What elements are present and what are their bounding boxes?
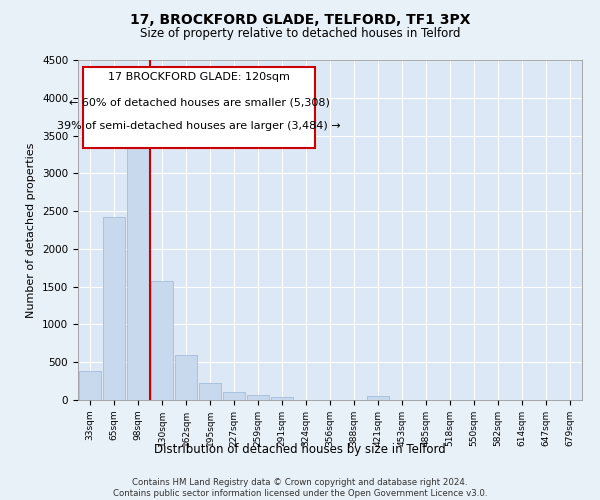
Bar <box>223 392 245 400</box>
Text: Distribution of detached houses by size in Telford: Distribution of detached houses by size … <box>154 442 446 456</box>
Bar <box>127 126 149 400</box>
Bar <box>271 396 293 400</box>
Bar <box>151 280 173 400</box>
Text: 17 BROCKFORD GLADE: 120sqm: 17 BROCKFORD GLADE: 120sqm <box>108 72 290 82</box>
Bar <box>199 382 221 400</box>
FancyBboxPatch shape <box>83 67 315 148</box>
Text: ← 60% of detached houses are smaller (5,308): ← 60% of detached houses are smaller (5,… <box>68 98 329 108</box>
Bar <box>367 396 389 400</box>
Bar <box>175 356 197 400</box>
Text: Size of property relative to detached houses in Telford: Size of property relative to detached ho… <box>140 28 460 40</box>
Text: 39% of semi-detached houses are larger (3,484) →: 39% of semi-detached houses are larger (… <box>57 121 341 131</box>
Bar <box>79 370 101 400</box>
Bar <box>103 217 125 400</box>
Y-axis label: Number of detached properties: Number of detached properties <box>26 142 37 318</box>
Text: 17, BROCKFORD GLADE, TELFORD, TF1 3PX: 17, BROCKFORD GLADE, TELFORD, TF1 3PX <box>130 12 470 26</box>
Bar <box>247 396 269 400</box>
Text: Contains HM Land Registry data © Crown copyright and database right 2024.
Contai: Contains HM Land Registry data © Crown c… <box>113 478 487 498</box>
